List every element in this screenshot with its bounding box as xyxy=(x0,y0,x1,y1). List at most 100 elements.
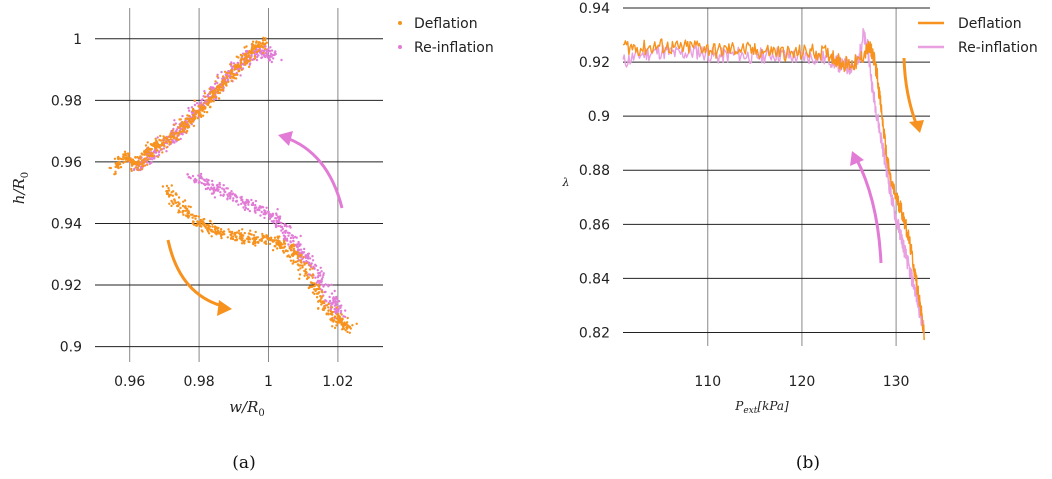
scatter-point-deflation xyxy=(207,101,210,104)
scatter-point-reinflation xyxy=(209,86,213,89)
panel-a-legend: Deflation Re-inflation xyxy=(398,16,494,56)
scatter-point-reinflation xyxy=(289,241,292,244)
scatter-point-deflation xyxy=(320,303,323,306)
scatter-point-deflation xyxy=(273,236,277,239)
scatter-point-deflation xyxy=(277,237,280,240)
scatter-point-reinflation xyxy=(175,128,179,131)
scatter-point-reinflation xyxy=(313,267,316,270)
scatter-point-deflation xyxy=(158,138,161,142)
scatter-point-reinflation xyxy=(240,196,243,200)
scatter-point-deflation xyxy=(308,285,312,288)
scatter-point-reinflation xyxy=(267,59,271,62)
scatter-point-deflation xyxy=(206,103,209,106)
scatter-point-deflation xyxy=(240,239,243,242)
scatter-point-reinflation xyxy=(181,114,184,118)
scatter-point-deflation xyxy=(208,87,211,91)
scatter-point-deflation xyxy=(296,263,300,266)
scatter-point-reinflation xyxy=(263,216,266,220)
scatter-point-deflation xyxy=(202,108,205,111)
scatter-point-deflation xyxy=(163,144,166,148)
scatter-point-deflation xyxy=(235,64,238,68)
scatter-point-reinflation xyxy=(285,238,289,242)
scatter-point-reinflation xyxy=(207,178,210,182)
scatter-point-deflation xyxy=(185,131,188,134)
scatter-point-reinflation xyxy=(335,297,339,301)
scatter-point-reinflation xyxy=(227,74,231,78)
scatter-point-deflation xyxy=(237,229,241,232)
scatter-point-reinflation xyxy=(223,190,226,193)
scatter-point-reinflation xyxy=(324,290,327,294)
legend-label-deflation: Deflation xyxy=(414,16,478,32)
scatter-point-reinflation xyxy=(335,295,338,299)
scatter-point-deflation xyxy=(181,210,184,213)
scatter-point-deflation xyxy=(288,255,292,259)
scatter-point-reinflation xyxy=(133,167,136,171)
scatter-point-deflation xyxy=(156,143,159,146)
scatter-point-reinflation xyxy=(216,189,220,192)
scatter-point-deflation xyxy=(152,142,155,145)
scatter-point-deflation xyxy=(231,237,235,241)
scatter-point-deflation xyxy=(247,238,250,241)
scatter-point-deflation xyxy=(257,241,260,244)
scatter-point-reinflation xyxy=(327,283,330,287)
scatter-point-deflation xyxy=(192,120,195,123)
scatter-point-reinflation xyxy=(206,95,209,98)
scatter-point-reinflation xyxy=(299,234,302,238)
scatter-point-reinflation xyxy=(165,150,168,153)
scatter-point-reinflation xyxy=(157,151,161,154)
scatter-point-deflation xyxy=(122,154,125,157)
scatter-point-reinflation xyxy=(179,137,182,141)
scatter-point-deflation xyxy=(239,59,243,62)
scatter-point-reinflation xyxy=(244,204,247,207)
scatter-point-reinflation xyxy=(342,315,345,318)
scatter-point-deflation xyxy=(222,75,225,78)
scatter-point-deflation xyxy=(146,141,149,144)
scatter-point-deflation xyxy=(138,162,141,165)
scatter-point-reinflation xyxy=(284,231,287,234)
scatter-point-deflation xyxy=(117,157,120,161)
scatter-point-reinflation xyxy=(230,193,234,196)
scatter-point-deflation xyxy=(148,154,152,157)
scatter-point-reinflation xyxy=(268,56,271,59)
scatter-point-deflation xyxy=(173,198,176,201)
x-tick-label: 0.98 xyxy=(184,374,215,390)
scatter-point-deflation xyxy=(170,199,173,203)
scatter-point-deflation xyxy=(241,235,244,238)
scatter-point-deflation xyxy=(185,214,189,218)
panel-b-legend: Deflation Re-inflation xyxy=(918,16,1038,56)
scatter-point-reinflation xyxy=(322,273,325,277)
scatter-point-deflation xyxy=(265,41,268,44)
scatter-point-deflation xyxy=(179,118,182,121)
scatter-point-reinflation xyxy=(266,56,269,59)
scatter-point-deflation xyxy=(180,130,184,134)
scatter-point-deflation xyxy=(205,99,208,102)
scatter-point-deflation xyxy=(130,167,133,171)
scatter-point-deflation xyxy=(202,101,206,105)
scatter-point-deflation xyxy=(258,45,261,48)
scatter-point-deflation xyxy=(303,269,306,273)
scatter-point-deflation xyxy=(292,247,296,250)
panel-a-arrow-deflation xyxy=(166,239,232,316)
scatter-point-deflation xyxy=(251,40,255,43)
scatter-point-deflation xyxy=(198,108,202,112)
scatter-point-deflation xyxy=(255,40,258,43)
scatter-point-deflation xyxy=(291,262,294,265)
scatter-point-reinflation xyxy=(191,174,195,178)
scatter-point-deflation xyxy=(161,151,164,154)
scatter-point-reinflation xyxy=(211,183,214,186)
scatter-point-reinflation xyxy=(235,200,238,203)
panel-b-lines xyxy=(622,28,925,341)
scatter-point-deflation xyxy=(134,156,137,159)
scatter-point-deflation xyxy=(251,42,254,46)
scatter-point-reinflation xyxy=(195,179,198,182)
scatter-point-deflation xyxy=(346,327,349,330)
scatter-point-deflation xyxy=(311,267,314,270)
scatter-point-deflation xyxy=(341,318,344,321)
scatter-point-deflation xyxy=(199,114,202,118)
scatter-point-deflation xyxy=(316,287,320,291)
scatter-point-deflation xyxy=(282,239,286,242)
scatter-point-deflation xyxy=(202,220,205,224)
scatter-point-reinflation xyxy=(204,183,208,186)
panel-b-grid xyxy=(623,7,930,346)
scatter-point-deflation xyxy=(348,325,351,329)
